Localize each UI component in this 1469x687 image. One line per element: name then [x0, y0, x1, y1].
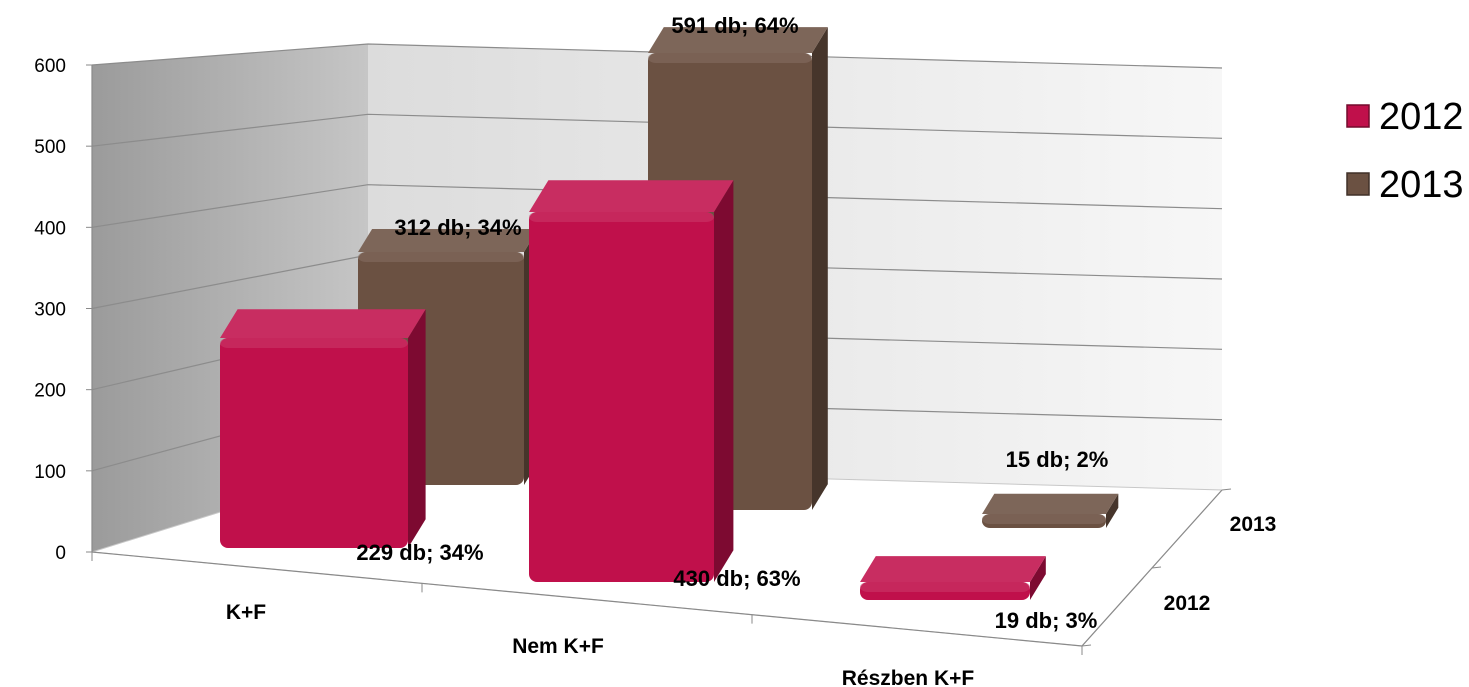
- y-tick-label: 300: [34, 300, 66, 321]
- bar-2013-1-top: [648, 27, 828, 53]
- bar-2012-0-front: [220, 338, 408, 548]
- bar-2013-1-side: [812, 27, 828, 510]
- bar-2013-2: [982, 493, 1119, 528]
- y-tick-label: 100: [34, 462, 66, 483]
- y-tick-label: 400: [34, 218, 66, 239]
- bar-2012-1: [529, 180, 734, 583]
- bar-2012-0-top: [220, 309, 426, 338]
- bar-2013-2-side: [1106, 493, 1119, 528]
- data-label: 591 db; 64%: [671, 13, 798, 38]
- bar-2013-2-top: [982, 493, 1119, 514]
- bar-2013-0-highlight: [358, 252, 524, 262]
- category-label: Részben K+F: [842, 667, 975, 687]
- y-tick-label: 600: [34, 56, 66, 77]
- bar-2013-2-highlight: [982, 514, 1106, 524]
- depth-label: 2013: [1230, 513, 1277, 536]
- x-axis: K+F Nem K+F Részben K+F 2012 2013: [91, 488, 1277, 687]
- bar-2012-1-highlight: [529, 212, 714, 222]
- data-label: 19 db; 3%: [995, 608, 1098, 633]
- gridline: [91, 43, 1223, 69]
- data-label: 15 db; 2%: [1006, 447, 1109, 472]
- depth-label: 2012: [1164, 592, 1211, 615]
- depth-tick-mark: [1221, 488, 1232, 491]
- category-label: K+F: [226, 601, 266, 624]
- y-tick-label: 200: [34, 381, 66, 402]
- data-label: 312 db; 34%: [394, 215, 521, 240]
- y-axis: 0 100 200 300 400 500 600: [34, 56, 93, 564]
- gridline: [91, 184, 1223, 228]
- legend-swatch: [1346, 172, 1370, 196]
- data-label: 229 db; 34%: [356, 540, 483, 565]
- gridline: [91, 113, 1223, 147]
- x-axis-line: [91, 551, 1083, 647]
- legend-label: 2013: [1379, 164, 1464, 206]
- y-tick-label: 500: [34, 137, 66, 158]
- bars: [220, 27, 1119, 600]
- depth-tick-mark: [1081, 644, 1092, 647]
- bar-2012-0-highlight: [220, 338, 408, 348]
- legend-swatch: [1346, 104, 1370, 128]
- bar-2013-0-top: [358, 229, 539, 252]
- bar-2012-2-highlight: [860, 582, 1030, 592]
- legend-label: 2012: [1379, 96, 1464, 138]
- y-tick-label: 0: [55, 543, 66, 564]
- legend: 2012 2013: [1346, 96, 1464, 206]
- bar-2012-2-side: [1030, 556, 1046, 600]
- category-label: Nem K+F: [512, 635, 604, 658]
- bar-2012-1-top: [529, 180, 734, 212]
- bar-2012-1-front: [529, 212, 714, 582]
- bar-2012-0: [220, 309, 426, 548]
- data-labels: 229 db; 34% 430 db; 63% 19 db; 3% 312 db; 3…: [356, 13, 1108, 633]
- bar-2012-1-side: [714, 180, 734, 583]
- bar-2012-2: [860, 556, 1046, 600]
- depth-tick-mark: [1151, 566, 1162, 569]
- bar-2012-2-top: [860, 556, 1046, 582]
- bar-2013-1-highlight: [648, 53, 812, 63]
- data-label: 430 db; 63%: [673, 566, 800, 591]
- bar-2012-0-side: [408, 309, 426, 548]
